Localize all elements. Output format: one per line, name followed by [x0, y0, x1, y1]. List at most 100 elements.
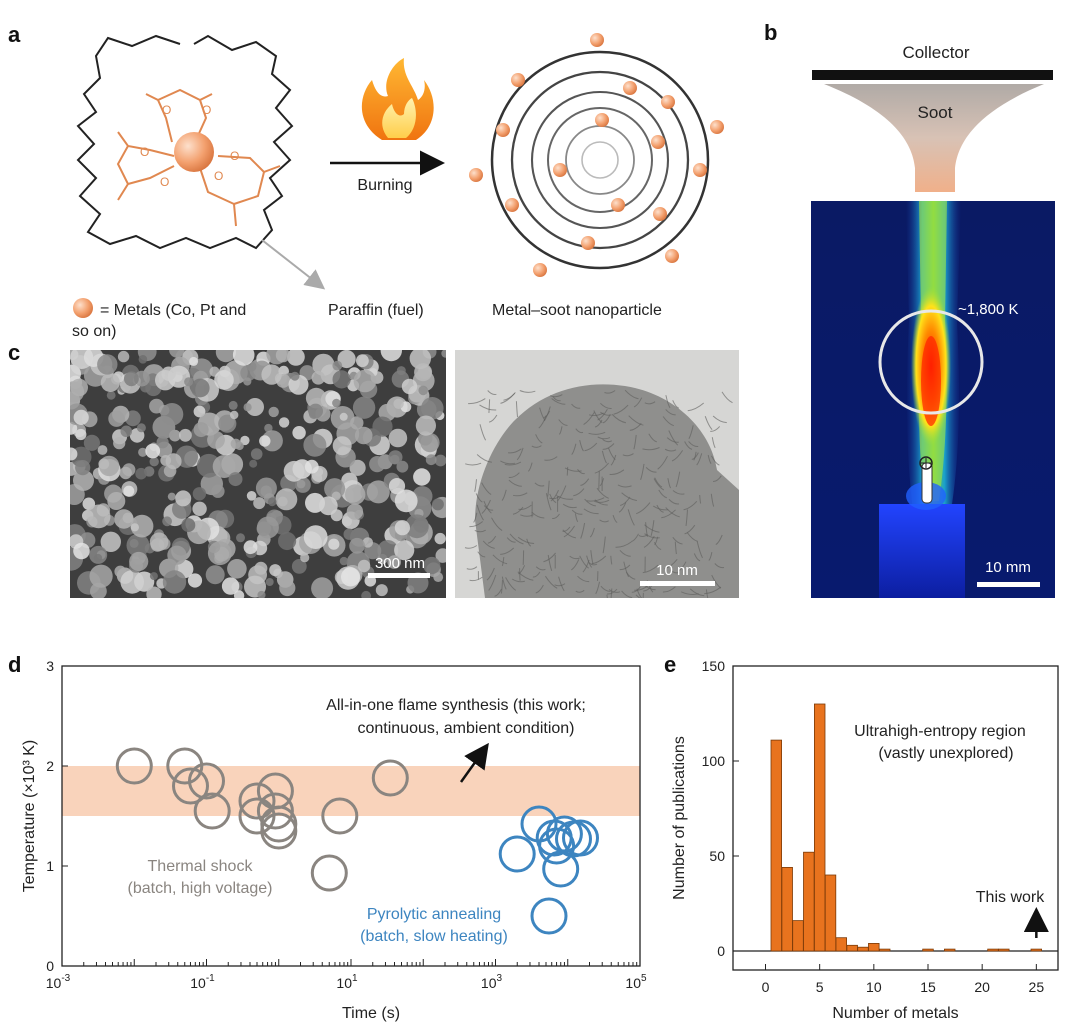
svg-text:O: O — [202, 103, 211, 117]
fuel-pointer-arrow — [261, 239, 326, 290]
x-tick-label: 101 — [336, 973, 358, 991]
temperature-vs-time-chart: 10-3 10-1 101 103 105 0 1 2 3 Time (s) Temperature… — [21, 658, 647, 1022]
soot-nanoparticle-icon — [490, 50, 710, 270]
histogram-bar — [987, 948, 999, 952]
pyrolytic-annealing-point — [538, 827, 576, 865]
temperature-zone-ring — [878, 309, 984, 415]
metal-center-icon — [174, 132, 214, 172]
x-tick-label: 15 — [920, 979, 936, 995]
y-tick-label: 1 — [46, 858, 54, 874]
panel-label-e: e — [664, 652, 676, 677]
y-tick-label: 2 — [46, 758, 54, 774]
thermal-shock-label: Thermal shock — [148, 858, 254, 875]
x-tick-label: 105 — [625, 973, 647, 991]
histogram-bar — [857, 946, 869, 952]
plot-frame — [732, 665, 1059, 971]
x-tick-label: 10-3 — [46, 973, 71, 991]
x-tick-label: 20 — [974, 979, 990, 995]
x-tick-label: 25 — [1029, 979, 1045, 995]
histogram-bar — [824, 874, 837, 952]
histogram-bar — [835, 937, 848, 952]
region-annotation-line2: (vastly unexplored) — [878, 745, 1013, 762]
y-tick-label: 150 — [702, 658, 726, 674]
y-tick-label: 100 — [702, 753, 726, 769]
panel-label-d: d — [8, 652, 21, 677]
histogram-bar — [803, 851, 815, 952]
histogram-bar — [770, 739, 783, 952]
thermal-shock-point — [310, 854, 348, 892]
pyrolytic-annealing-point — [562, 819, 599, 857]
this-work-label: This work — [976, 889, 1045, 906]
svg-text:O: O — [140, 145, 149, 159]
sem-scalebar-label: 300 nm — [375, 555, 425, 572]
thermal-shock-point — [193, 792, 231, 830]
y-tick-label: 0 — [46, 958, 54, 974]
pyrolytic-annealing-point — [545, 815, 583, 853]
pyrolytic-annealing-point — [530, 897, 568, 935]
metal-legend-line1: = Metals (Co, Pt and — [100, 302, 246, 319]
histogram-bar — [781, 867, 793, 952]
thermal-shock-point — [115, 747, 153, 785]
burning-label: Burning — [357, 177, 412, 194]
svg-text:O: O — [162, 103, 171, 117]
histogram-bar — [922, 948, 934, 952]
pyrolytic-annealing-point — [498, 835, 536, 873]
y-axis-label: Temperature (×10³ K) — [21, 740, 38, 893]
histogram-bar — [868, 943, 880, 952]
panel-label-a: a — [8, 22, 21, 47]
thermal-shock-point — [321, 797, 359, 835]
metal-soot-label: Metal–soot nanoparticle — [492, 302, 662, 319]
soot-label: Soot — [918, 103, 953, 122]
histogram-bar — [879, 948, 891, 952]
histogram-bar — [846, 944, 858, 952]
flame-thermal-image: ~1,800 K 10 mm — [811, 201, 1055, 598]
thermal-shock-point — [260, 812, 298, 850]
histogram-bar — [792, 920, 804, 952]
thermal-shock-point — [238, 782, 276, 820]
y-tick-label: 50 — [709, 848, 725, 864]
x-tick-label: 103 — [481, 973, 503, 991]
collector-label: Collector — [902, 43, 969, 62]
paraffin-chain — [76, 34, 294, 250]
wick-marker-icon — [919, 456, 933, 470]
tem-scalebar-label: 10 nm — [656, 562, 698, 579]
metal-atoms — [469, 33, 724, 277]
panel-label-c: c — [8, 340, 20, 365]
svg-text:O: O — [160, 175, 169, 189]
tem-micrograph: 10 nm — [455, 350, 739, 598]
sem-scale-bar — [368, 573, 430, 578]
collector-plate — [812, 70, 1053, 80]
flame-annotation-arrow — [459, 742, 489, 783]
pyrolytic-sublabel: (batch, slow heating) — [360, 928, 508, 945]
histogram-bar — [1030, 948, 1043, 952]
x-axis-label: Time (s) — [342, 1005, 400, 1022]
panel-label-b: b — [764, 20, 777, 45]
flame-scalebar-label: 10 mm — [985, 559, 1031, 576]
tem-scale-bar — [640, 581, 715, 586]
x-tick-label: 10 — [866, 979, 882, 995]
histogram-bar — [998, 948, 1010, 952]
sem-micrograph: 300 nm — [70, 350, 446, 598]
paraffin-fuel-label: Paraffin (fuel) — [328, 302, 424, 319]
x-tick-label: 0 — [762, 979, 770, 995]
region-annotation-line1: Ultrahigh-entropy region — [854, 723, 1026, 740]
temperature-label: ~1,800 K — [958, 301, 1018, 318]
metal-legend-line2: so on) — [72, 323, 116, 340]
x-tick-label: 5 — [816, 979, 824, 995]
svg-text:O: O — [214, 169, 223, 183]
flame-annotation-line2: continuous, ambient condition) — [357, 720, 574, 737]
x-tick-label: 10-1 — [190, 973, 215, 991]
histogram-bar — [944, 948, 956, 952]
soot-funnel — [824, 84, 1044, 192]
flame-icon — [361, 58, 434, 140]
thermal-shock-point — [371, 759, 409, 797]
x-axis-label: Number of metals — [832, 1005, 958, 1022]
y-tick-label: 3 — [46, 658, 54, 674]
flame-annotation-line1: All-in-one flame synthesis (this work; — [326, 697, 586, 714]
y-tick-label: 0 — [717, 943, 725, 959]
thermal-shock-point — [256, 792, 294, 830]
y-axis-label: Number of publications — [671, 736, 688, 900]
thermal-shock-point — [172, 767, 209, 805]
